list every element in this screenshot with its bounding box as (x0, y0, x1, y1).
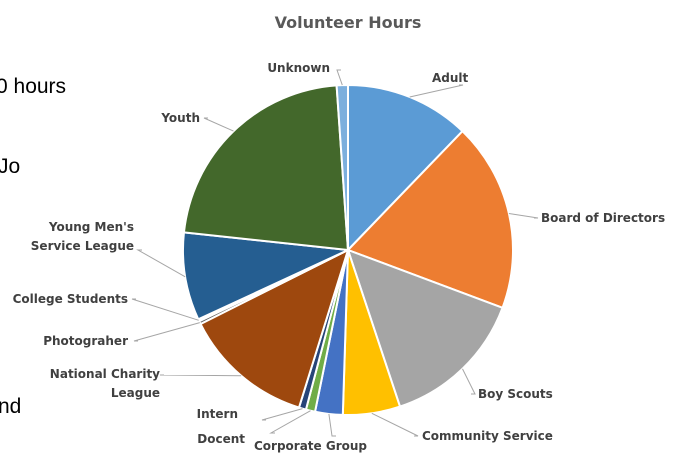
leader-line (462, 368, 476, 395)
leader-line (371, 412, 419, 437)
pie-label-national-charity-league: National Charity League (50, 367, 160, 400)
leader-line (328, 413, 336, 437)
pie-leader-lines (131, 69, 539, 437)
pie-slices (182, 83, 514, 416)
background-hours-text: 0 hours (0, 75, 67, 98)
leader-line (133, 322, 200, 342)
leader-line (336, 69, 343, 86)
pie-label-adult: Adult (432, 71, 469, 85)
pie-label-intern: Intern (197, 407, 238, 421)
leader-line (261, 408, 303, 421)
pie-label-college-students: College Students (13, 292, 128, 306)
leader-line (136, 249, 186, 278)
background-jo-text: Jo (0, 155, 21, 178)
pie-label-corporate-group: Corporate Group (254, 439, 367, 453)
pie-label-board-of-directors: Board of Directors (541, 211, 665, 225)
pie-label-young-men-s-service-league: Young Men's Service League (31, 220, 134, 253)
pie-slice-youth (182, 84, 349, 251)
chart-title: Volunteer Hours (275, 13, 422, 32)
pie-label-docent: Docent (197, 432, 245, 446)
pie-slice-national-charity-league (199, 249, 349, 409)
background-nd-text: nd (0, 395, 22, 418)
leader-line (508, 213, 539, 219)
leader-line (269, 410, 311, 434)
pie-label-boy-scouts: Boy Scouts (478, 387, 553, 401)
leader-line (131, 298, 199, 321)
pie-labels: Adult Board of Directors Boy Scouts Communi… (13, 61, 666, 453)
pie-label-unknown: Unknown (267, 61, 330, 75)
pie-label-youth: Youth (160, 111, 200, 125)
pie-slice-boy-scouts (347, 249, 504, 408)
pie-label-photograher: Photograher (43, 334, 128, 348)
leader-line (159, 374, 242, 377)
pie-label-community-service: Community Service (422, 429, 553, 443)
leader-line (203, 117, 234, 132)
leader-line (409, 84, 464, 98)
pie-slice-young-men-s-service-league (182, 231, 349, 321)
